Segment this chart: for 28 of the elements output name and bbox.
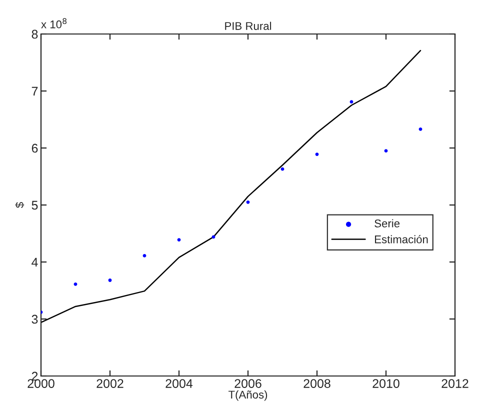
- x-tick-label: 2010: [372, 379, 400, 388]
- chart-title: PIB Rural: [225, 22, 272, 30]
- x-axis-title: T(Años): [228, 390, 268, 401]
- x-tick-label: 2000: [28, 379, 54, 388]
- y-tick-label: 3: [32, 314, 38, 324]
- legend-label: Estimación: [375, 235, 428, 244]
- point: [74, 282, 78, 286]
- point: [177, 238, 181, 242]
- x-tick-label: 2006: [234, 379, 262, 388]
- point: [384, 149, 388, 153]
- y-axis-title: $: [15, 202, 24, 208]
- point: [350, 100, 354, 104]
- x-tick-label: 2002: [96, 379, 124, 388]
- x-tick-label: 2012: [442, 379, 468, 388]
- text: x 10$^{8}$: [41, 18, 67, 28]
- y-tick-label: 5: [32, 200, 38, 210]
- point: [108, 278, 112, 282]
- point: [246, 200, 250, 204]
- point: [418, 127, 422, 131]
- legend-label: Serie: [374, 219, 400, 228]
- y-tick-label: 6: [32, 144, 38, 153]
- point: [142, 254, 146, 258]
- x-tick-label: 2004: [166, 379, 193, 388]
- x-tick-label: 2008: [304, 379, 330, 388]
- point: [315, 152, 319, 156]
- y-tick-label: 8: [32, 30, 38, 39]
- y-tick-label: 7: [32, 86, 38, 96]
- y-tick-label: 4: [32, 258, 38, 267]
